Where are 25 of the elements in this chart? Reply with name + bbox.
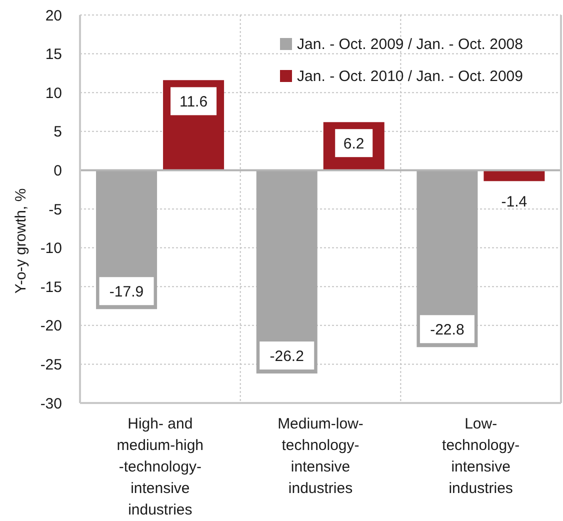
x-tick-label: Medium-low- technology- intensive industries: [278, 416, 364, 497]
y-tick-label: 5: [54, 124, 62, 141]
y-axis-title: Y-o-y growth, %: [12, 188, 30, 294]
data-label: -26.2: [270, 348, 304, 365]
legend-label: Jan. - Oct. 2009 / Jan. - Oct. 2008: [297, 36, 523, 52]
y-tick-label: 10: [45, 84, 62, 102]
x-tick-label: High- and medium-high -technology- intensive industries: [116, 416, 204, 518]
data-label: 11.6: [179, 93, 208, 110]
y-tick-label: 15: [45, 46, 62, 64]
y-tick-label: 0: [54, 162, 62, 180]
data-label: -17.9: [109, 283, 144, 300]
y-tick-label: -10: [40, 240, 62, 258]
y-tick-label: -15: [40, 278, 62, 296]
data-label: -1.4: [501, 193, 528, 210]
y-tick-label: -25: [40, 356, 62, 374]
y-tick-label: -5: [48, 201, 62, 218]
y-tick-label: -30: [40, 395, 62, 412]
legend-label: Jan. - Oct. 2010 / Jan. - Oct. 2009: [297, 68, 523, 84]
x-tick-label: Low- technology- intensive industries: [442, 416, 520, 497]
bar: [256, 170, 318, 374]
bar: [484, 170, 545, 182]
data-label: -22.8: [430, 321, 464, 338]
y-tick-label: 20: [45, 7, 62, 24]
data-label: 6.2: [343, 135, 364, 152]
y-tick-label: -20: [40, 318, 62, 335]
